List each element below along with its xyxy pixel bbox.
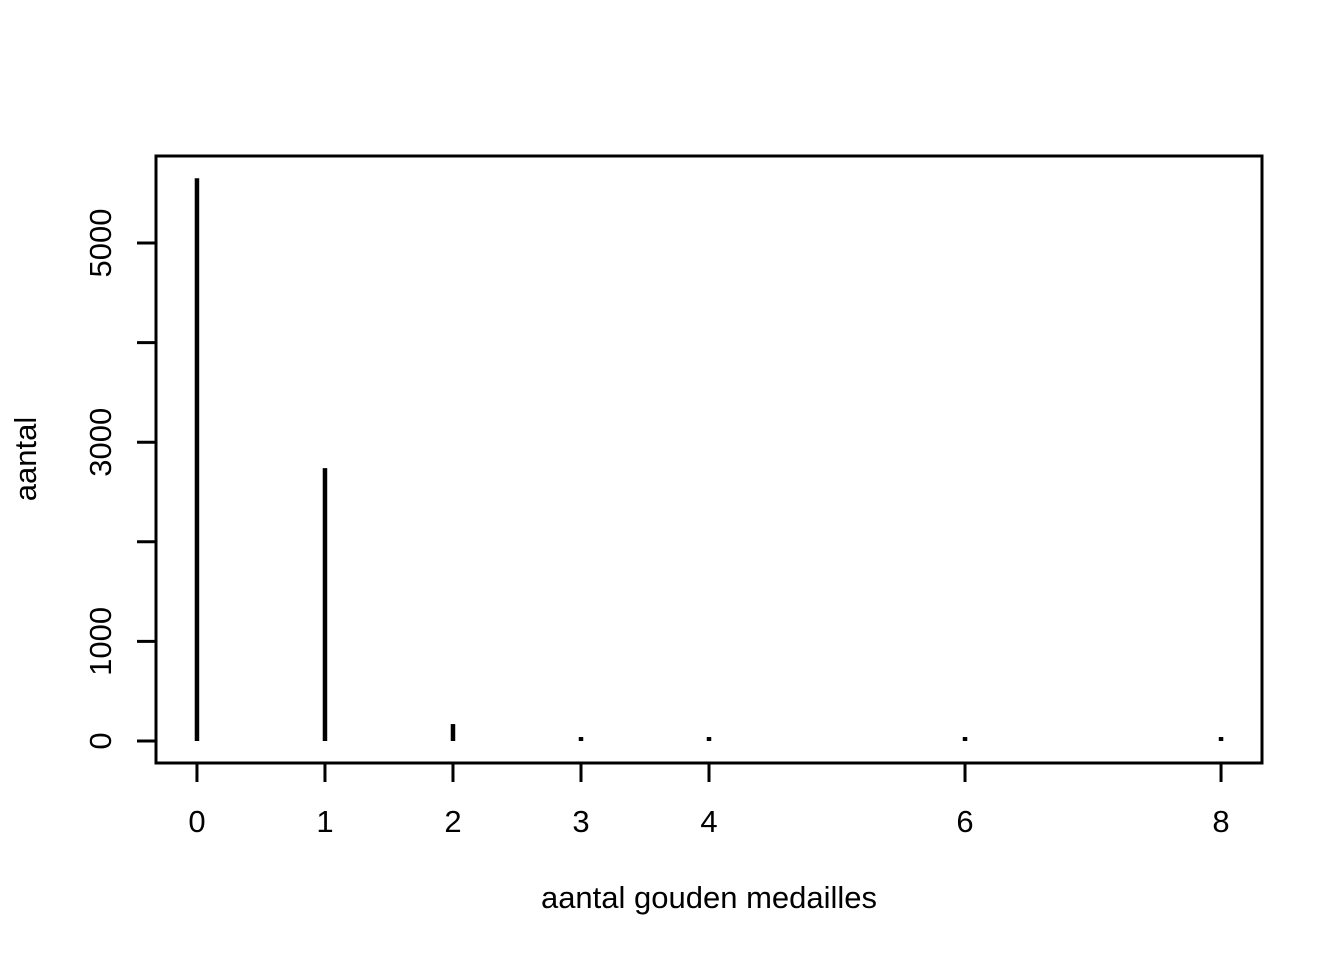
plot-box [154, 154, 1264, 765]
x-axis: 0 1 2 3 4 6 8 [188, 763, 1230, 839]
x-tick-label: 3 [572, 804, 589, 839]
x-tick-label: 6 [956, 804, 973, 839]
y-tick-label: 1000 [83, 607, 118, 676]
y-axis-title: aantal [8, 417, 43, 501]
x-tick-label: 0 [188, 804, 205, 839]
y-tick-label: 5000 [83, 209, 118, 278]
y-axis: 0 1000 3000 5000 [83, 209, 156, 750]
x-tick-label: 2 [444, 804, 461, 839]
x-axis-title: aantal gouden medailles [541, 880, 877, 915]
x-tick-label: 8 [1212, 804, 1229, 839]
x-tick-label: 4 [700, 804, 717, 839]
x-tick-label: 1 [316, 804, 333, 839]
spikes-group [194, 178, 1224, 741]
y-tick-label: 0 [83, 732, 118, 749]
y-tick-label: 3000 [83, 408, 118, 477]
